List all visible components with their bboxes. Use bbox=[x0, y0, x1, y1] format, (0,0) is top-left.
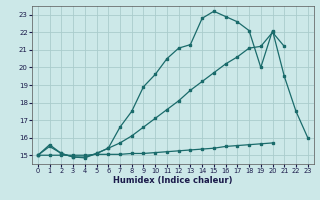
X-axis label: Humidex (Indice chaleur): Humidex (Indice chaleur) bbox=[113, 176, 233, 185]
